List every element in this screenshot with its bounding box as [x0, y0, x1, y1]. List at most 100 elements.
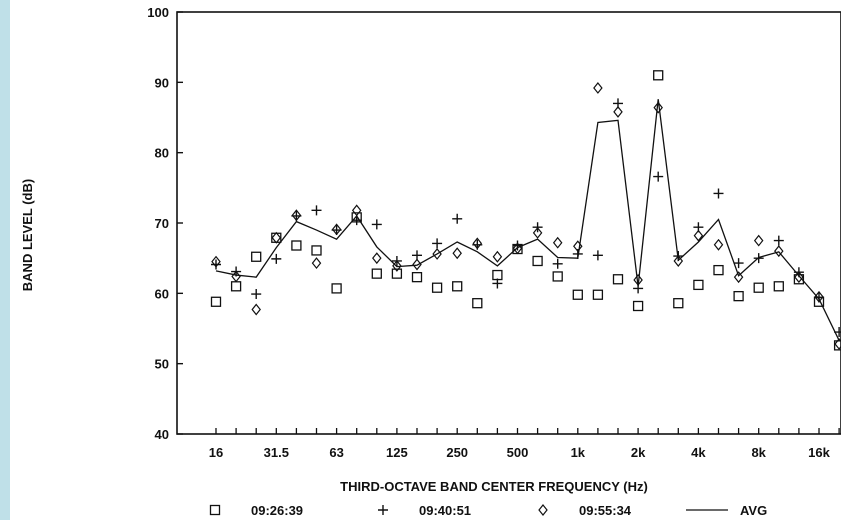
- x-tick-label: 63: [329, 445, 343, 460]
- legend-plus-swatch: [378, 505, 388, 515]
- y-tick-label: 60: [155, 286, 169, 301]
- diamond-point: [271, 231, 282, 244]
- square-point: [632, 300, 644, 312]
- square-point: [291, 240, 302, 251]
- plus-point: [311, 205, 322, 216]
- x-tick-label: 250: [446, 445, 468, 460]
- x-tick-label: 16k: [808, 445, 830, 460]
- square-point: [251, 251, 262, 262]
- diamond-point: [472, 237, 483, 250]
- y-tick-label: 100: [147, 5, 169, 20]
- x-axis: 16 31.5 63 125 250 500 1k 2k 4k 8k 16k: [209, 428, 840, 460]
- y-axis-title: BAND LEVEL (dB): [20, 179, 35, 291]
- series-diamond: [211, 81, 841, 350]
- square-point: [673, 298, 684, 309]
- diamond-point: [492, 250, 503, 263]
- diamond-point: [251, 303, 261, 316]
- diamond-point: [372, 252, 382, 265]
- square-point: [552, 271, 563, 282]
- x-tick-label: 8k: [751, 445, 766, 460]
- series-line: [215, 99, 840, 341]
- x-tick-label: 31.5: [264, 445, 289, 460]
- diamond-point: [593, 81, 603, 94]
- plus-point: [492, 278, 503, 289]
- square-point: [753, 282, 764, 293]
- plus-point: [211, 259, 221, 270]
- diamond-point: [653, 101, 663, 114]
- diamond-point: [211, 255, 221, 268]
- square-point: [773, 281, 784, 292]
- diamond-point: [291, 209, 302, 222]
- plus-point: [251, 289, 262, 300]
- plus-point: [432, 238, 443, 249]
- diamond-point: [613, 105, 623, 118]
- series-plus: [211, 98, 841, 338]
- square-point: [653, 70, 664, 81]
- x-tick-label: 16: [209, 445, 223, 460]
- legend-label: 09:26:39: [251, 503, 303, 518]
- square-point: [431, 282, 443, 293]
- diamond-point: [311, 257, 322, 270]
- plus-point: [371, 219, 382, 230]
- square-point: [572, 289, 583, 300]
- square-point: [532, 255, 543, 267]
- plus-point: [733, 258, 744, 269]
- y-axis: 40 50 60 70 80 90 100: [147, 5, 183, 442]
- plus-point: [552, 258, 563, 269]
- legend-item: 09:55:34: [538, 503, 632, 518]
- plus-point: [271, 253, 282, 264]
- diamond-point: [552, 236, 563, 249]
- diamond-point: [452, 247, 462, 260]
- diamond-point: [733, 271, 744, 284]
- plot-frame: [176, 11, 841, 435]
- y-tick-label: 80: [155, 146, 169, 161]
- diamond-point: [532, 226, 543, 239]
- legend-label: AVG: [740, 503, 767, 518]
- diamond-point: [673, 255, 684, 267]
- diamond-point: [794, 271, 804, 284]
- x-tick-label: 4k: [691, 445, 706, 460]
- avg-line: [215, 99, 840, 341]
- y-tick-label: 70: [155, 216, 169, 231]
- square-point: [230, 281, 242, 292]
- square-point: [391, 268, 403, 279]
- x-tick-label: 1k: [571, 445, 586, 460]
- plus-point: [713, 188, 724, 199]
- legend-item: AVG: [686, 503, 767, 518]
- plus-point: [512, 240, 523, 251]
- plus-point: [452, 213, 463, 224]
- square-point: [693, 279, 704, 291]
- square-point: [733, 290, 744, 302]
- data-marks: [210, 70, 841, 351]
- chart-figure: 40 50 60 70 80 90 100 16 31.5 63 125 250 500 1k 2k 4k 8…: [10, 0, 841, 520]
- chart-svg: 40 50 60 70 80 90 100 16 31.5 63 125 250 500 1k 2k 4k 8…: [20, 5, 841, 518]
- diamond-point: [834, 338, 841, 350]
- square-point: [452, 281, 463, 292]
- legend-square-swatch: [209, 504, 221, 516]
- legend-item: 09:40:51: [378, 503, 471, 518]
- diamond-point: [693, 229, 704, 242]
- diamond-point: [351, 204, 362, 217]
- y-tick-label: 50: [155, 357, 169, 372]
- plus-point: [773, 235, 784, 246]
- legend: 09:26:39 09:40:51 09:55:34 AVG: [209, 503, 767, 518]
- diamond-point: [774, 245, 784, 258]
- square-point: [331, 283, 342, 294]
- diamond-point: [412, 258, 422, 271]
- y-tick-label: 90: [155, 75, 169, 90]
- diamond-point: [753, 234, 764, 247]
- series-square: [210, 70, 841, 351]
- square-point: [411, 272, 423, 283]
- square-point: [271, 232, 282, 243]
- legend-diamond-swatch: [538, 504, 548, 516]
- diamond-point: [713, 238, 724, 251]
- square-point: [311, 245, 322, 256]
- square-point: [713, 264, 724, 276]
- x-tick-label: 125: [386, 445, 408, 460]
- square-point: [371, 268, 382, 279]
- x-tick-label: 500: [507, 445, 529, 460]
- square-point: [210, 296, 222, 307]
- square-point: [472, 298, 483, 309]
- square-point: [492, 269, 503, 281]
- y-tick-label: 40: [155, 427, 169, 442]
